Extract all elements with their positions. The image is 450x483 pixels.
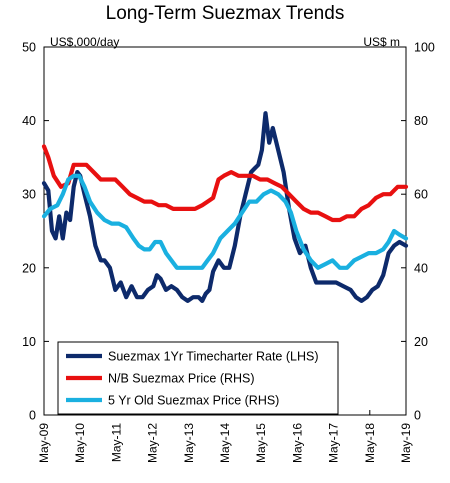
series-line-2 (41, 144, 409, 223)
x-tick-label: May-12 (146, 423, 160, 463)
left-tick-label: 50 (22, 41, 36, 55)
left-tick-label: 10 (22, 335, 36, 349)
right-tick-label: 20 (414, 335, 428, 349)
left-tick-label: 30 (22, 188, 36, 202)
axes-group: 0 10 20 30 40 50 0 20 40 60 80 100 May-09 May-10 May-1… (22, 41, 435, 464)
x-tick-label: May-10 (73, 423, 87, 463)
x-tick-label: May-16 (290, 423, 304, 463)
legend-label-1: Suezmax 1Yr Timecharter Rate (LHS) (108, 350, 319, 364)
right-axis-unit: US$ m (363, 35, 400, 49)
x-tick-label: May-19 (399, 423, 413, 463)
series-line-3 (41, 173, 409, 270)
left-tick-label: 40 (22, 114, 36, 128)
legend-label-2: N/B Suezmax Price (RHS) (108, 372, 255, 386)
chart-title: Long-Term Suezmax Trends (106, 3, 345, 24)
series-line-1 (41, 111, 409, 303)
legend-box (57, 341, 339, 415)
x-tick-label: May-17 (327, 423, 341, 463)
right-tick-label: 40 (414, 261, 428, 275)
right-tick-label: 80 (414, 114, 428, 128)
legend: Suezmax 1Yr Timecharter Rate (LHS) N/B Su… (57, 341, 339, 415)
right-tick-label: 0 (414, 409, 421, 423)
right-tick-label: 60 (414, 188, 428, 202)
left-tick-label: 20 (22, 261, 36, 275)
left-axis-unit: US$,000/day (50, 35, 119, 49)
x-tick-label: May-15 (254, 423, 268, 463)
x-tick-label: May-09 (37, 423, 51, 463)
x-tick-label: May-11 (109, 423, 123, 462)
legend-label-3: 5 Yr Old Suezmax Price (RHS) (108, 394, 279, 408)
left-tick-label: 0 (29, 409, 36, 423)
right-tick-label: 100 (414, 41, 435, 55)
x-tick-label: May-18 (363, 423, 377, 463)
x-tick-label: May-13 (182, 423, 196, 463)
x-tick-label: May-14 (218, 423, 232, 463)
series-group (41, 111, 409, 303)
